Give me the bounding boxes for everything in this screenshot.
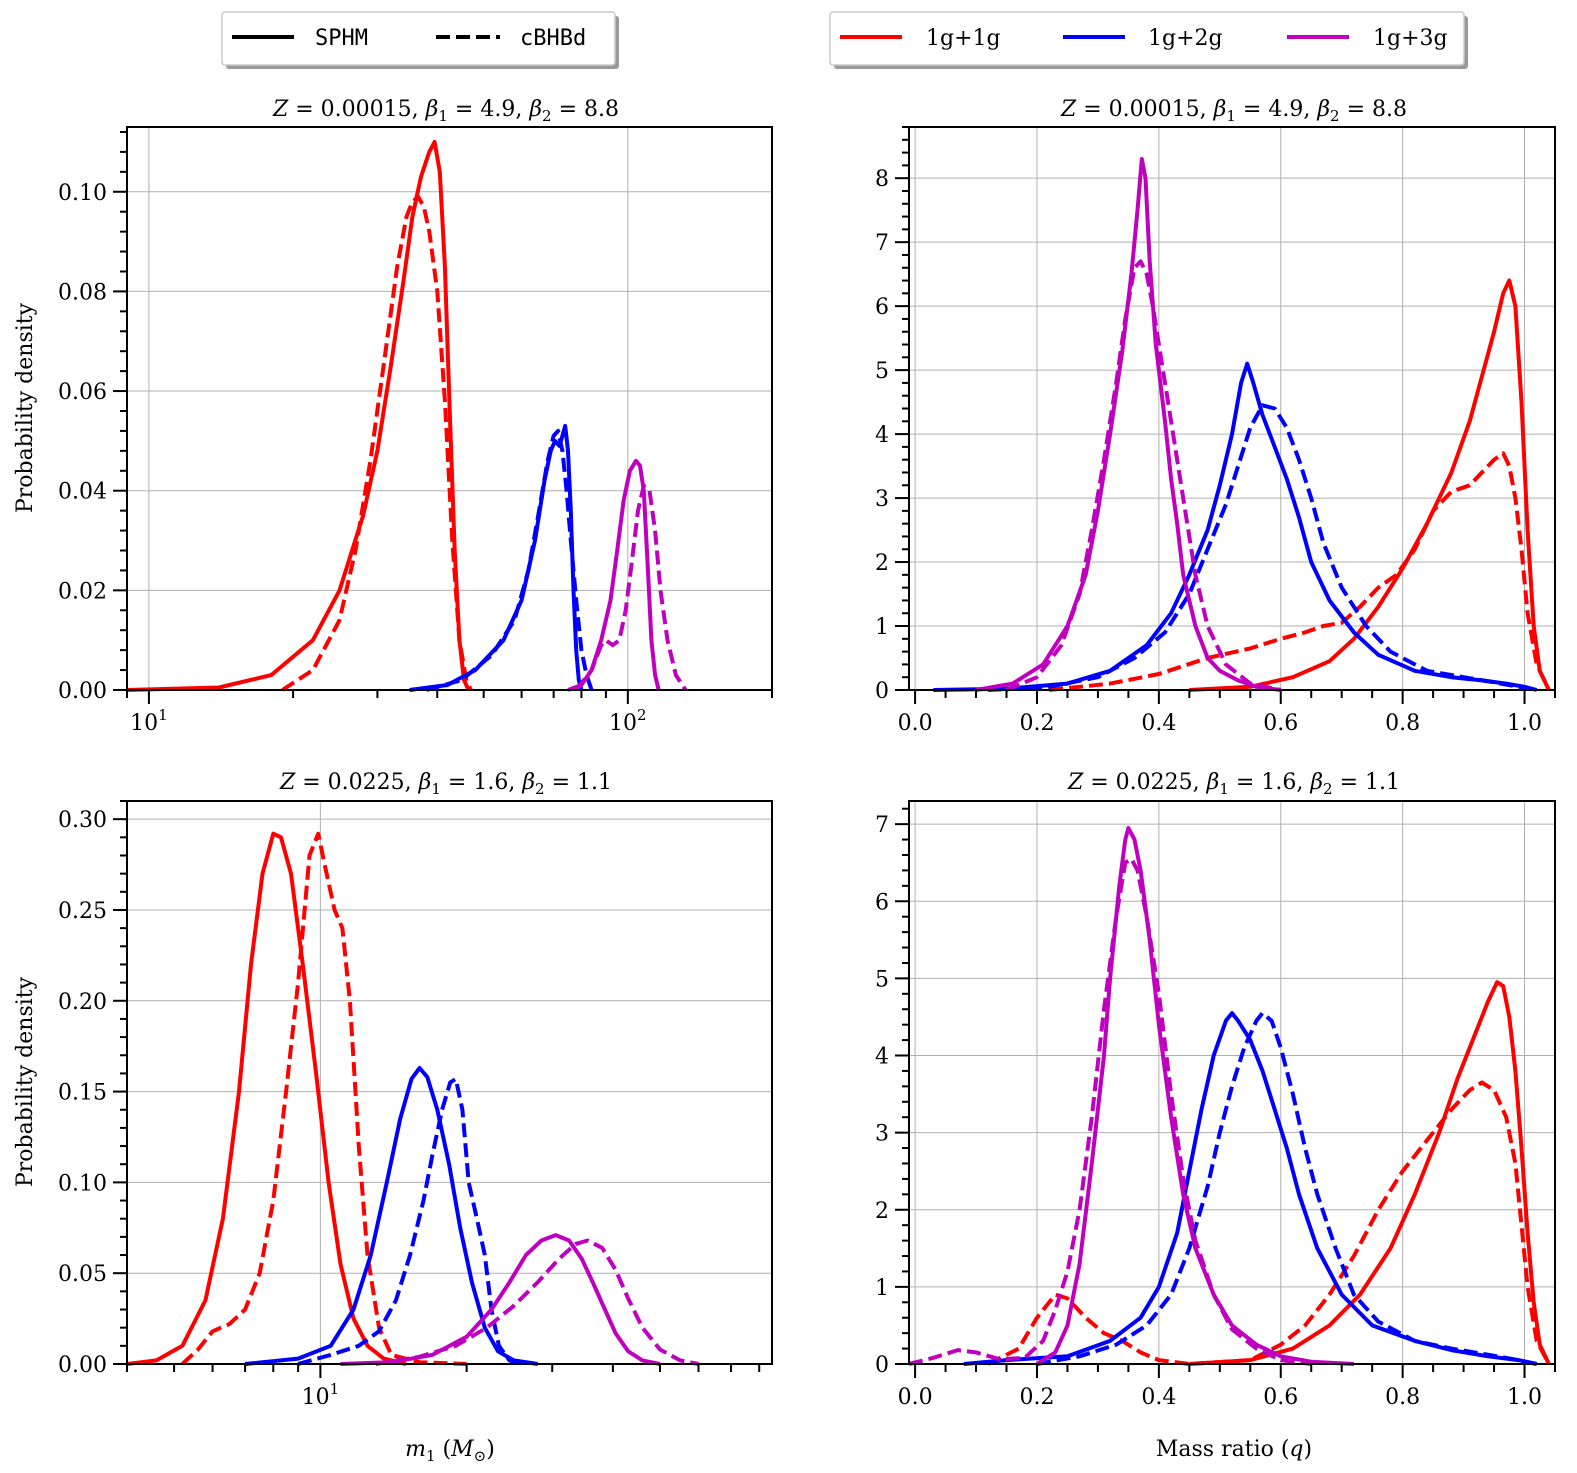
x-tick-label: 0.0 — [898, 711, 933, 736]
series-1g-1g-cbhbd — [181, 831, 467, 1366]
y-tick-label: 0.10 — [58, 181, 107, 206]
y-tick-label: 0.20 — [58, 990, 107, 1015]
y-tick-label: 6 — [875, 295, 889, 320]
y-tick-label: 0.30 — [58, 808, 107, 833]
panel-top-left: 0.00 0.02 0.04 0.06 0.08 0.10 101 102 — [58, 126, 773, 736]
series-1g-1g-sphm — [126, 139, 471, 692]
series-1g-1g-sphm — [126, 831, 407, 1366]
x-tick-label: 0.8 — [1385, 711, 1420, 736]
series-1g-2g-cbhbd — [1036, 1011, 1538, 1366]
y-tick-label: 8 — [875, 167, 889, 192]
series-1g-2g-sphm — [963, 1011, 1538, 1366]
xlabel-bottom-right: Mass ratio (q) — [1156, 1437, 1312, 1462]
panel-title-bottom-left: Z = 0.0225, β1 = 1.6, β2 = 1.1 — [279, 770, 612, 798]
axes-frame — [908, 126, 1556, 691]
series-1g-3g-cbhbd — [574, 483, 688, 692]
legend-label-1g2g: 1g+2g — [1148, 26, 1223, 51]
x-tick-label: 0.4 — [1141, 1385, 1176, 1410]
series-1g-1g-cbhbd — [987, 1080, 1551, 1366]
series-1g-3g-cbhbd — [375, 1238, 699, 1366]
y-tick-label: 0.00 — [58, 679, 107, 704]
y-tick-label: 0.05 — [58, 1262, 107, 1287]
y-tick-label: 5 — [875, 359, 889, 384]
series-1g-3g-cbhbd — [1005, 259, 1282, 692]
series-1g-1g-cbhbd — [1048, 451, 1551, 692]
y-tick-label: 1 — [875, 615, 889, 640]
y-tick-label: 0.15 — [58, 1081, 107, 1106]
y-tick-label: 4 — [875, 1045, 889, 1070]
series-1g-3g-sphm — [975, 157, 1282, 692]
x-tick-label: 1.0 — [1507, 1385, 1542, 1410]
panel-bottom-right: 0 1 2 3 4 5 6 7 0.0 0.2 0.4 0.6 0.8 1.0 — [875, 800, 1556, 1410]
xlabel-bottom-left: m1 (M⊙) — [405, 1437, 495, 1465]
y-tick-label: 0.06 — [58, 380, 107, 405]
y-tick-label: 0.08 — [58, 280, 107, 305]
series-1g-2g-sphm — [244, 1066, 538, 1366]
x-tick-label: 0.2 — [1019, 711, 1054, 736]
y-tick-label: 0.00 — [58, 1353, 107, 1378]
x-tick-label: 101 — [130, 706, 168, 736]
series-1g-3g-sphm — [1035, 826, 1355, 1366]
series-1g-2g-cbhbd — [426, 428, 594, 692]
y-tick-label: 1 — [875, 1276, 889, 1301]
y-tick-label: 3 — [875, 1122, 889, 1147]
y-tick-label: 2 — [875, 1199, 889, 1224]
series-1g-1g-sphm — [1189, 980, 1551, 1366]
series-1g-1g-cbhbd — [281, 194, 473, 692]
y-tick-label: 0.02 — [58, 579, 107, 604]
y-tick-label: 0.25 — [58, 899, 107, 924]
x-tick-label: 0.6 — [1263, 1385, 1298, 1410]
series-1g-3g-cbhbd — [908, 856, 1312, 1366]
series-1g-3g-sphm — [340, 1233, 661, 1366]
panel-top-right: 0 1 2 3 4 5 6 7 8 0.0 0.2 0.4 0.6 0.8 1.0 — [875, 126, 1556, 736]
y-tick-label: 0 — [875, 679, 889, 704]
y-tick-label: 6 — [875, 890, 889, 915]
x-tick-label: 102 — [609, 706, 647, 736]
series-1g-2g-cbhbd — [297, 1076, 523, 1366]
panel-title-bottom-right: Z = 0.0225, β1 = 1.6, β2 = 1.1 — [1067, 770, 1400, 798]
legend-generation: 1g+1g 1g+2g 1g+3g — [829, 11, 1468, 69]
series-1g-2g-cbhbd — [988, 403, 1538, 692]
y-tick-label: 0.10 — [58, 1171, 107, 1196]
legend-label-sphm: SPHM — [315, 26, 368, 51]
ylabel-top-left: Probability density — [13, 302, 38, 513]
y-tick-label: 0.04 — [58, 480, 107, 505]
y-tick-label: 7 — [875, 231, 889, 256]
panel-bottom-left: 0.00 0.05 0.10 0.15 0.20 0.25 0.30 101 — [58, 800, 773, 1410]
x-tick-label: 0.0 — [898, 1385, 933, 1410]
y-tick-label: 7 — [875, 813, 889, 838]
y-tick-label: 2 — [875, 551, 889, 576]
x-tick-label: 0.6 — [1263, 711, 1298, 736]
ylabel-bottom-left: Probability density — [13, 976, 38, 1187]
axes-frame — [126, 800, 773, 1365]
x-tick-label: 1.0 — [1507, 711, 1542, 736]
series-1g-3g-sphm — [567, 458, 661, 692]
axes-frame — [126, 126, 773, 691]
panel-title-top-right: Z = 0.00015, β1 = 4.9, β2 = 8.8 — [1060, 97, 1407, 125]
x-tick-label: 101 — [302, 1380, 340, 1410]
x-tick-label: 0.2 — [1019, 1385, 1054, 1410]
legend-label-cbhbd: cBHBd — [520, 26, 586, 51]
y-tick-label: 5 — [875, 967, 889, 992]
y-tick-label: 4 — [875, 423, 889, 448]
legend-label-1g1g: 1g+1g — [926, 26, 1001, 51]
series-1g-1g-sphm — [1189, 278, 1551, 692]
panel-title-top-left: Z = 0.00015, β1 = 4.9, β2 = 8.8 — [272, 97, 619, 125]
x-tick-label: 0.8 — [1385, 1385, 1420, 1410]
legend-linestyle: SPHM cBHBd — [221, 11, 619, 69]
series-1g-2g-sphm — [933, 361, 1538, 692]
y-tick-label: 0 — [875, 1353, 889, 1378]
legend-label-1g3g: 1g+3g — [1373, 26, 1448, 51]
axes-frame — [908, 800, 1556, 1365]
y-tick-label: 3 — [875, 487, 889, 512]
x-tick-label: 0.4 — [1141, 711, 1176, 736]
